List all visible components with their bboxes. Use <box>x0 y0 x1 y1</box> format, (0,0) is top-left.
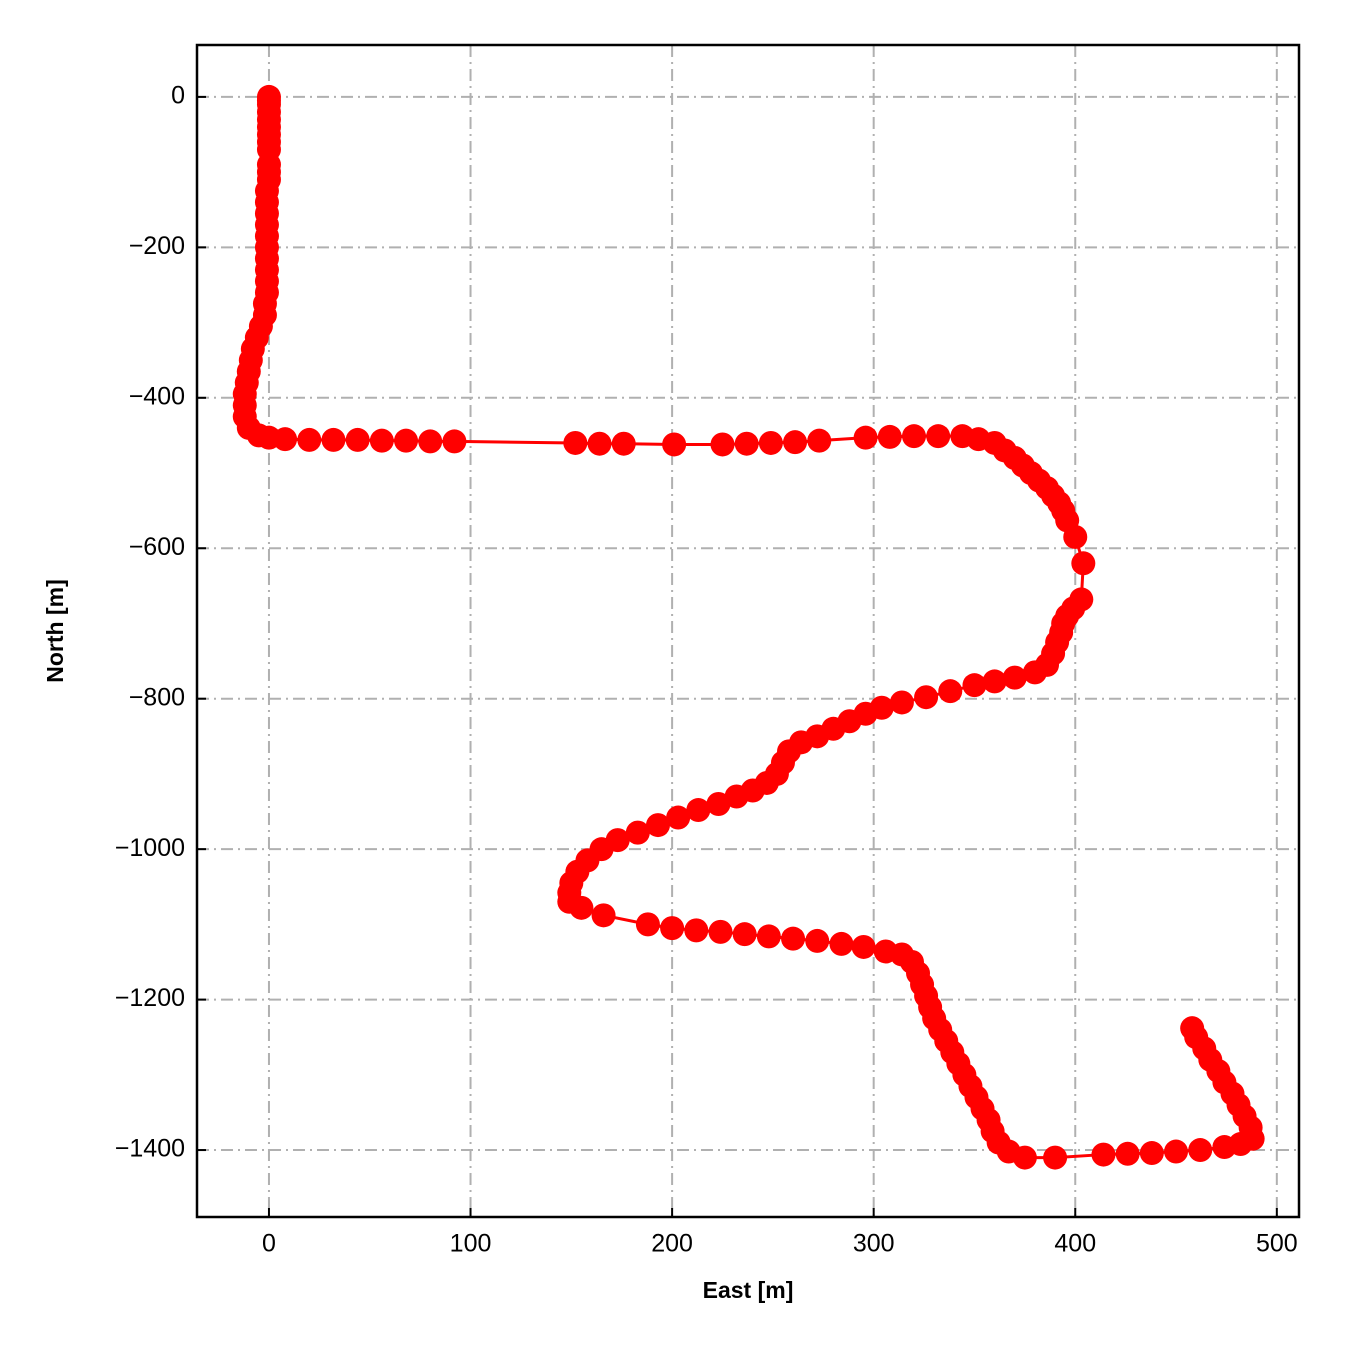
y-tick-label: −600 <box>129 533 185 561</box>
marker <box>1012 1145 1037 1170</box>
marker <box>611 431 636 456</box>
y-tick-label: −1200 <box>115 984 185 1012</box>
marker <box>1063 524 1088 549</box>
marker <box>926 424 951 449</box>
marker <box>273 427 298 452</box>
marker <box>889 690 914 715</box>
marker <box>660 916 685 941</box>
marker <box>1091 1142 1116 1167</box>
marker <box>710 432 735 457</box>
marker <box>625 820 650 845</box>
marker <box>1115 1141 1140 1166</box>
marker <box>418 429 443 454</box>
marker <box>938 679 963 704</box>
marker <box>345 427 370 452</box>
y-axis-label: North [m] <box>42 579 68 682</box>
marker <box>734 431 759 456</box>
marker <box>591 903 616 928</box>
marker <box>686 798 711 823</box>
marker <box>807 428 832 453</box>
marker <box>756 924 781 949</box>
x-axis-label: East [m] <box>703 1277 794 1303</box>
marker <box>829 931 854 956</box>
y-tick-label: −1400 <box>115 1135 185 1163</box>
marker <box>684 918 709 943</box>
marker <box>442 429 467 454</box>
marker <box>1164 1139 1189 1164</box>
marker <box>1071 551 1096 576</box>
marker <box>914 685 939 710</box>
marker <box>569 895 594 920</box>
marker <box>369 428 394 453</box>
x-tick-label: 400 <box>1054 1230 1096 1258</box>
marker <box>732 922 757 947</box>
marker <box>394 428 419 453</box>
plot-frame <box>195 43 1301 1219</box>
marker <box>853 425 878 450</box>
x-tick-label: 500 <box>1256 1230 1298 1258</box>
marker <box>851 934 876 959</box>
marker <box>662 432 687 457</box>
marker <box>645 813 670 838</box>
marker <box>1022 660 1047 685</box>
marker <box>706 792 731 817</box>
marker <box>708 919 733 944</box>
marker <box>982 669 1007 694</box>
marker <box>877 424 902 449</box>
marker <box>1002 665 1027 690</box>
marker <box>1180 1016 1205 1041</box>
marker <box>666 805 691 830</box>
y-tick-label: −400 <box>129 382 185 410</box>
marker <box>297 427 322 452</box>
marker <box>901 424 926 449</box>
marker <box>1188 1138 1213 1163</box>
marker <box>962 673 987 698</box>
marker <box>783 430 808 455</box>
y-tick-label: −200 <box>129 232 185 260</box>
marker <box>1043 1145 1068 1170</box>
x-tick-label: 0 <box>262 1230 276 1258</box>
y-tick-label: 0 <box>171 82 185 110</box>
marker <box>781 926 806 951</box>
y-tick-label: −1000 <box>115 834 185 862</box>
marker <box>563 430 588 455</box>
x-tick-label: 200 <box>651 1230 693 1258</box>
marker <box>321 427 346 452</box>
trajectory-line <box>243 96 1255 1160</box>
x-tick-label: 300 <box>853 1230 895 1258</box>
x-tick-label: 100 <box>450 1230 492 1258</box>
marker <box>635 912 660 937</box>
marker <box>805 928 830 953</box>
y-tick-label: −800 <box>129 683 185 711</box>
marker <box>724 784 749 809</box>
marker <box>587 431 612 456</box>
marker <box>1139 1141 1164 1166</box>
marker <box>758 430 783 455</box>
